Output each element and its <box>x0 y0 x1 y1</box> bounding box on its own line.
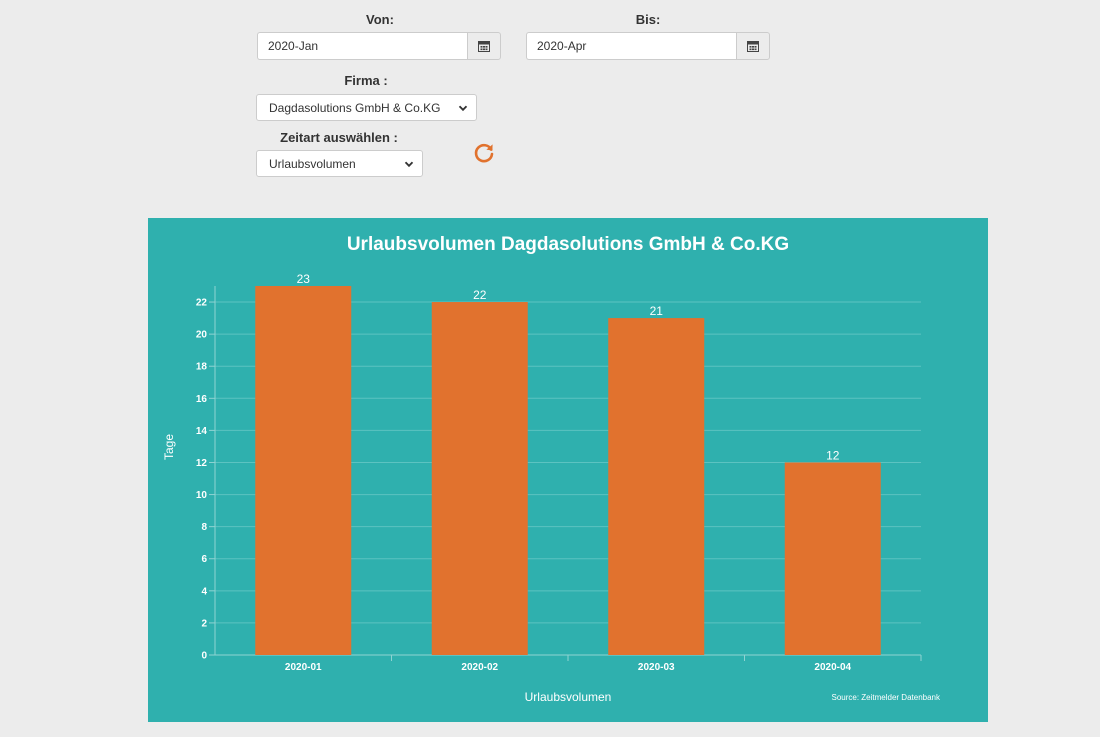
y-tick-label: 0 <box>201 651 207 662</box>
refresh-icon[interactable] <box>472 141 496 165</box>
firma-select-value: Dagdasolutions GmbH & Co.KG <box>269 100 441 115</box>
y-tick-label: 6 <box>201 554 207 565</box>
x-axis-label: Urlaubsvolumen <box>524 690 612 704</box>
bis-label: Bis: <box>635 12 661 27</box>
bar <box>608 318 705 655</box>
von-input[interactable] <box>257 32 467 60</box>
firma-select[interactable]: Dagdasolutions GmbH & Co.KG <box>256 94 477 121</box>
von-date-picker <box>257 32 501 60</box>
y-tick-label: 18 <box>196 362 208 373</box>
bar <box>784 462 881 655</box>
data-label: 23 <box>297 272 311 286</box>
y-tick-label: 10 <box>196 490 208 501</box>
chart-container: Urlaubsvolumen Dagdasolutions GmbH & Co.… <box>148 218 988 722</box>
y-tick-label: 16 <box>196 394 208 405</box>
bis-calendar-button[interactable] <box>736 32 770 60</box>
bar <box>255 286 352 655</box>
chart-title: Urlaubsvolumen Dagdasolutions GmbH & Co.… <box>346 234 790 255</box>
bar <box>431 302 528 655</box>
chevron-down-icon <box>404 161 414 168</box>
calendar-icon <box>478 41 490 52</box>
chevron-down-icon <box>458 105 468 112</box>
bar-chart: 0 2 4 6 8 10 12 14 16 18 20 22 23 2020-01 22 2020-02 21 2… <box>196 272 922 673</box>
zeitart-select[interactable]: Urlaubsvolumen <box>256 150 423 177</box>
x-tick-label: 2020-02 <box>461 662 498 673</box>
bis-input[interactable] <box>526 32 736 60</box>
y-tick-label: 4 <box>201 586 207 597</box>
zeitart-select-value: Urlaubsvolumen <box>269 156 356 171</box>
zeitart-label: Zeitart auswählen : <box>280 130 398 145</box>
calendar-icon <box>747 41 759 52</box>
chart-credit: Source: Zeitmelder Datenbank <box>831 693 941 702</box>
x-tick-label: 2020-04 <box>814 662 851 673</box>
von-label: Von: <box>366 12 394 27</box>
y-tick-label: 12 <box>196 458 208 469</box>
y-tick-label: 20 <box>196 330 208 341</box>
y-tick-label: 14 <box>196 426 208 437</box>
x-tick-label: 2020-01 <box>285 662 322 673</box>
firma-label: Firma : <box>344 73 388 88</box>
y-tick-label: 8 <box>201 522 207 533</box>
y-axis-label: Tage <box>162 433 176 460</box>
x-tick-label: 2020-03 <box>638 662 675 673</box>
y-tick-label: 2 <box>201 618 207 629</box>
data-label: 21 <box>650 304 664 318</box>
y-tick-label: 22 <box>196 298 208 309</box>
data-label: 12 <box>826 448 840 462</box>
bis-date-picker <box>526 32 770 60</box>
data-label: 22 <box>473 288 487 302</box>
von-calendar-button[interactable] <box>467 32 501 60</box>
